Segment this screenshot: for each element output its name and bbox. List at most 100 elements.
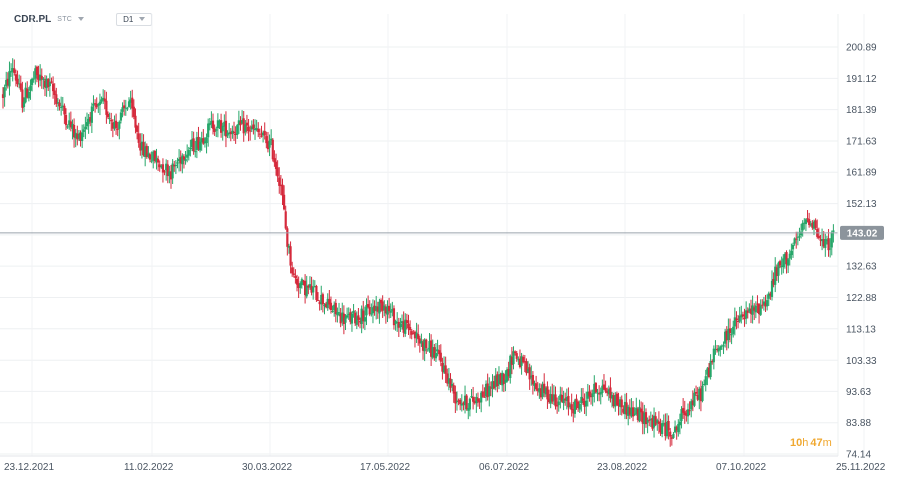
candle-body (265, 136, 268, 144)
candle-body (129, 99, 132, 103)
y-tick-label: 200.89 (846, 43, 877, 54)
candle-body (661, 423, 664, 434)
candle-body (546, 386, 549, 400)
candle-body (753, 307, 756, 311)
candle-body (399, 323, 402, 328)
candle-body (449, 378, 452, 388)
candle-body (202, 138, 205, 144)
candle-body (224, 120, 228, 137)
candle-body (116, 128, 119, 130)
candle-body (397, 321, 400, 328)
candle-body (121, 107, 124, 112)
candle-body (662, 423, 665, 425)
candle-body (690, 401, 693, 410)
candle-body (132, 106, 135, 117)
chart-toolbar: CDR.PL STC D1 (14, 10, 153, 28)
candle-body (591, 393, 594, 397)
candle-body (6, 78, 9, 86)
candle-body (302, 280, 305, 282)
candle-body (100, 99, 103, 102)
candle-body (315, 285, 318, 300)
candle-body (808, 219, 811, 225)
candle-body (245, 122, 249, 126)
candle-body (197, 136, 200, 149)
candle-body (473, 400, 476, 404)
candle-body (769, 293, 772, 296)
candle-body (820, 239, 824, 242)
candle-body (213, 128, 216, 132)
candle-body (523, 361, 526, 363)
candle-body (276, 167, 279, 177)
candle-body (8, 70, 11, 87)
candle-body (257, 128, 260, 133)
candle-body (547, 398, 551, 403)
candle-body (559, 394, 562, 401)
candle-body (219, 120, 223, 133)
candle-body (707, 367, 711, 377)
candle-body (328, 299, 331, 305)
candle-body (756, 303, 759, 305)
candle-body (520, 356, 523, 366)
candle-body (714, 349, 717, 351)
candle-body (287, 245, 291, 248)
candle-body (724, 331, 727, 344)
candle-body (507, 368, 510, 377)
candle-body (400, 321, 404, 324)
candle-body (774, 266, 777, 285)
chart-grid (0, 14, 865, 456)
candle-body (234, 133, 237, 135)
candle-body (504, 379, 507, 383)
candle-body (593, 383, 596, 394)
candle-body (493, 381, 496, 389)
candle-body (738, 315, 741, 322)
candle-body (775, 267, 778, 277)
candle-body (732, 326, 735, 334)
candle-body (421, 342, 425, 351)
candle-body (827, 238, 830, 251)
candle-body (551, 394, 554, 402)
candle-body (598, 393, 601, 395)
symbol-selector[interactable]: CDR.PL STC (14, 14, 85, 25)
candle-body (48, 81, 51, 87)
candle-body (798, 236, 801, 238)
candle-body (286, 228, 289, 247)
candle-body (502, 374, 505, 384)
candle-body (641, 411, 644, 424)
candle-body (244, 124, 247, 132)
candle-body (1, 94, 5, 98)
candle-body (557, 401, 560, 406)
candle-body (26, 88, 29, 98)
candle-body (200, 138, 203, 143)
candle-body (602, 384, 606, 389)
candle-body (5, 79, 8, 87)
candle-body (780, 265, 783, 268)
candle-body (685, 413, 688, 416)
candle-body (543, 383, 546, 393)
candle-body (672, 433, 675, 438)
candle-body (378, 301, 381, 314)
candle-body (418, 338, 421, 344)
candle-body (488, 386, 491, 397)
candle-body (788, 253, 791, 259)
candle-body (607, 389, 610, 395)
candle-body (229, 131, 232, 135)
candle-body (114, 120, 118, 128)
candle-body (457, 400, 460, 402)
candle-body (417, 334, 420, 340)
candle-body (350, 313, 354, 324)
countdown-hours-unit: h (802, 437, 808, 449)
candle-body (444, 365, 447, 374)
candle-body (812, 221, 816, 229)
candle-body (60, 106, 63, 108)
candle-body (373, 305, 376, 312)
candle-body (255, 128, 258, 130)
candle-body (342, 313, 345, 325)
candle-body (160, 165, 163, 168)
candle-body (580, 396, 583, 404)
candle-body (176, 162, 179, 164)
chevron-down-icon (139, 17, 146, 21)
candle-body (478, 400, 481, 403)
candle-body (184, 159, 187, 161)
candle-body (434, 353, 438, 359)
